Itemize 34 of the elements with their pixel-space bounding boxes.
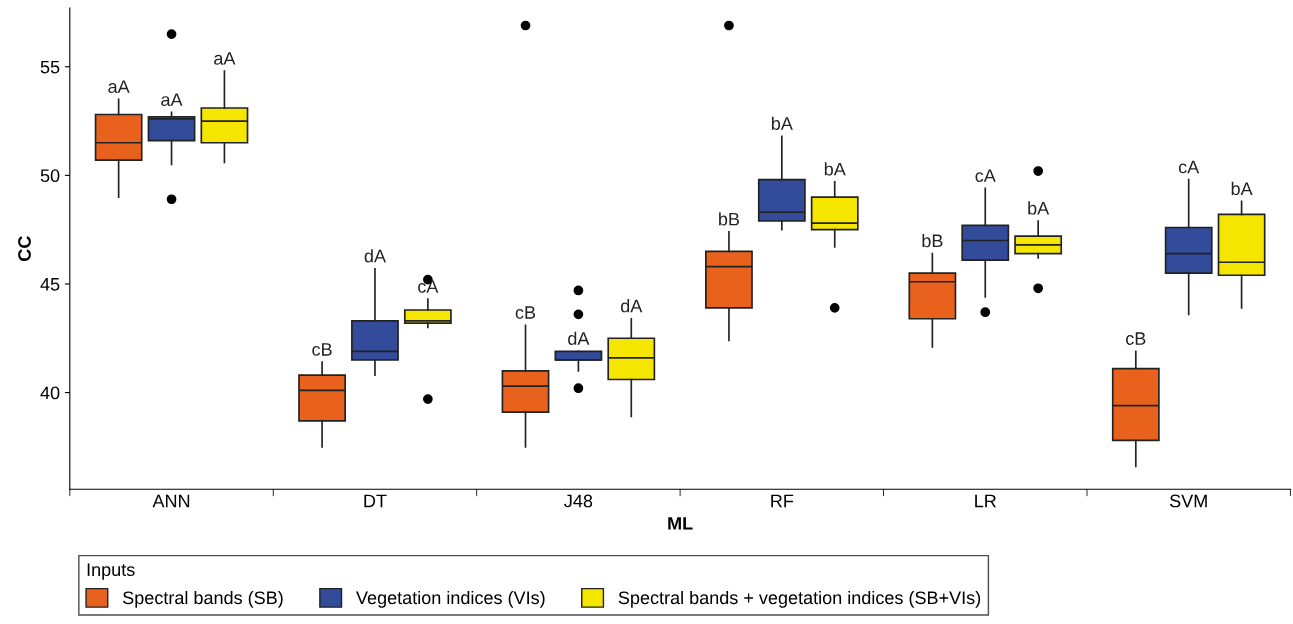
x-tick-label: DT (364, 494, 387, 508)
legend-label: Spectral bands (SB) (123, 590, 283, 608)
text: bA (824, 162, 846, 176)
text: aA (108, 80, 130, 93)
text: cA (1178, 160, 1200, 174)
text: dA (621, 299, 643, 313)
legend-label: Vegetation indices (VIs) (356, 590, 545, 608)
y-tick-label: 50 (40, 169, 60, 183)
y-tick-label: 55 (40, 60, 60, 74)
text: aA (161, 93, 183, 107)
text: bA (771, 116, 793, 130)
y-axis-title: CC (18, 236, 31, 261)
text: dA (568, 331, 590, 345)
x-tick-label: LR (975, 494, 996, 508)
text: bB (922, 233, 943, 248)
text: cA (418, 280, 439, 293)
x-tick-label: ANN (152, 494, 190, 508)
x-tick-label: J48 (564, 494, 593, 508)
text: cB (515, 306, 536, 319)
y-tick-label: 40 (40, 386, 60, 400)
x-tick-label: RF (771, 494, 794, 508)
text: cB (1126, 332, 1146, 345)
text: cB (312, 343, 332, 356)
legend-label: Spectral bands + vegetation indices (SB+VIs) (618, 590, 981, 608)
x-tick-label: SVM (1169, 494, 1207, 508)
text: aA (214, 52, 236, 65)
text: dA (364, 249, 386, 263)
y-tick-label: 45 (40, 278, 60, 291)
text: bA (1231, 181, 1253, 196)
legend-title: Inputs (87, 563, 135, 580)
text: bB (719, 212, 740, 226)
x-axis-title: ML (668, 517, 693, 530)
text: bA (1028, 201, 1050, 215)
text: cA (975, 169, 996, 183)
